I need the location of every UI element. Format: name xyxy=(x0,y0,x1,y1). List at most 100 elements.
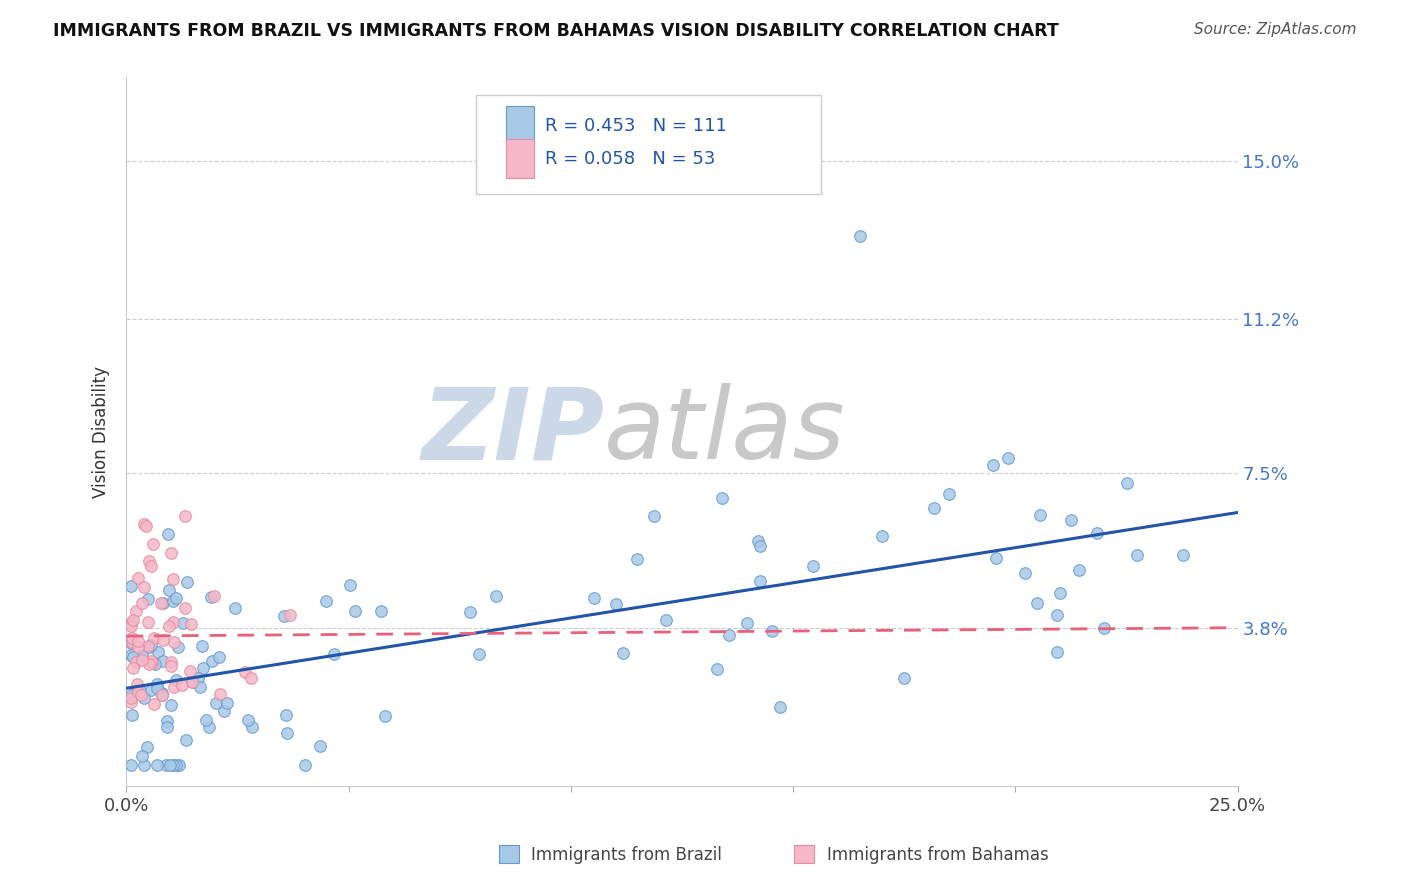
Text: atlas: atlas xyxy=(605,384,846,480)
Point xyxy=(749,539,772,553)
Point xyxy=(308,739,330,753)
Point xyxy=(605,597,627,611)
Point xyxy=(129,688,152,702)
Point xyxy=(1067,563,1090,577)
Point xyxy=(139,559,162,574)
Point xyxy=(172,678,194,692)
Point xyxy=(120,691,142,706)
Point xyxy=(162,594,184,608)
Point xyxy=(157,619,180,633)
Point xyxy=(162,572,184,586)
Point xyxy=(139,654,162,668)
Point xyxy=(121,649,143,664)
Point xyxy=(1046,607,1069,622)
FancyBboxPatch shape xyxy=(506,139,534,178)
Point xyxy=(1173,548,1195,562)
Point xyxy=(612,646,634,660)
Point xyxy=(240,720,263,734)
Point xyxy=(143,657,166,672)
Point xyxy=(339,578,361,592)
Point xyxy=(127,634,149,648)
Point xyxy=(150,686,173,700)
Text: Immigrants from Brazil: Immigrants from Brazil xyxy=(531,847,723,864)
Point xyxy=(276,708,298,723)
Point xyxy=(136,639,159,653)
Point xyxy=(163,680,186,694)
Point xyxy=(127,685,149,699)
Point xyxy=(583,591,606,606)
Point xyxy=(134,580,156,594)
Point xyxy=(159,546,181,560)
Point xyxy=(1029,508,1052,522)
Point xyxy=(157,527,180,541)
Point xyxy=(165,673,187,688)
Point xyxy=(120,758,142,772)
Point xyxy=(706,662,728,676)
Point xyxy=(122,613,145,627)
Point xyxy=(191,661,214,675)
Point xyxy=(121,661,143,675)
Point xyxy=(121,635,143,649)
Point xyxy=(132,690,155,705)
Point xyxy=(138,640,160,654)
Point xyxy=(159,758,181,772)
Point xyxy=(922,500,945,515)
Point xyxy=(165,758,187,772)
Point xyxy=(187,671,209,685)
Point xyxy=(145,677,167,691)
Point xyxy=(374,708,396,723)
Point xyxy=(131,748,153,763)
Point xyxy=(120,648,142,663)
Point xyxy=(202,589,225,603)
Point xyxy=(276,726,298,740)
Point xyxy=(125,604,148,618)
Point xyxy=(121,708,143,723)
Point xyxy=(120,688,142,702)
Point xyxy=(120,616,142,631)
FancyBboxPatch shape xyxy=(506,106,534,145)
Point xyxy=(626,551,648,566)
Text: Source: ZipAtlas.com: Source: ZipAtlas.com xyxy=(1194,22,1357,37)
Point xyxy=(143,632,166,646)
Point xyxy=(180,674,202,689)
Point xyxy=(131,597,153,611)
Point xyxy=(655,613,678,627)
Point xyxy=(1045,645,1067,659)
Point xyxy=(160,698,183,713)
Point xyxy=(749,574,772,589)
Point xyxy=(165,591,187,605)
Point xyxy=(1126,548,1149,562)
Point xyxy=(849,228,872,243)
Point xyxy=(136,591,159,606)
Point xyxy=(146,681,169,695)
Point xyxy=(167,640,190,654)
Point xyxy=(134,758,156,772)
Point xyxy=(370,604,392,618)
Point xyxy=(208,649,231,664)
Point xyxy=(157,582,180,597)
Point xyxy=(217,696,239,710)
Point xyxy=(294,758,316,772)
Point xyxy=(870,529,893,543)
Point xyxy=(121,631,143,645)
Point xyxy=(239,671,262,685)
Point xyxy=(163,635,186,649)
Point xyxy=(142,697,165,711)
Point xyxy=(125,677,148,691)
Point xyxy=(717,628,740,642)
Point xyxy=(209,687,232,701)
Point xyxy=(997,450,1019,465)
Point xyxy=(180,617,202,632)
Point xyxy=(1014,566,1036,580)
Point xyxy=(179,664,201,678)
Point xyxy=(176,575,198,590)
Point xyxy=(141,656,163,670)
Point xyxy=(125,655,148,669)
Point xyxy=(938,487,960,501)
Point xyxy=(135,518,157,533)
Point xyxy=(769,700,792,714)
Point xyxy=(152,654,174,668)
Text: ZIP: ZIP xyxy=(422,384,605,480)
Point xyxy=(152,596,174,610)
Point xyxy=(1026,597,1049,611)
